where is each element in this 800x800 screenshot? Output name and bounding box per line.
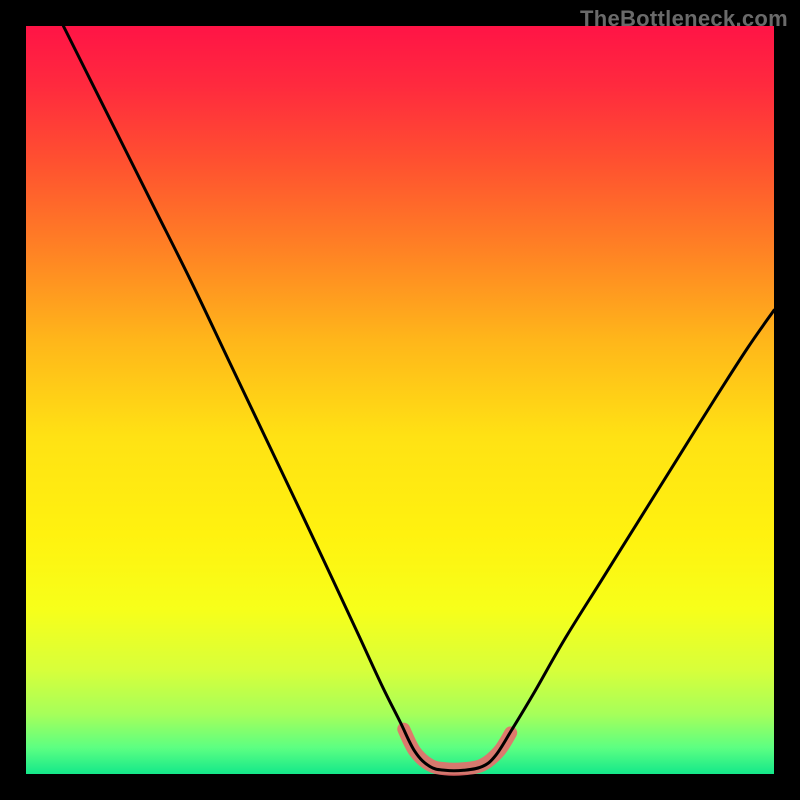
- chart-container: TheBottleneck.com: [0, 0, 800, 800]
- watermark-label: TheBottleneck.com: [580, 6, 788, 32]
- bottleneck-chart: [0, 0, 800, 800]
- chart-background-gradient: [26, 26, 774, 774]
